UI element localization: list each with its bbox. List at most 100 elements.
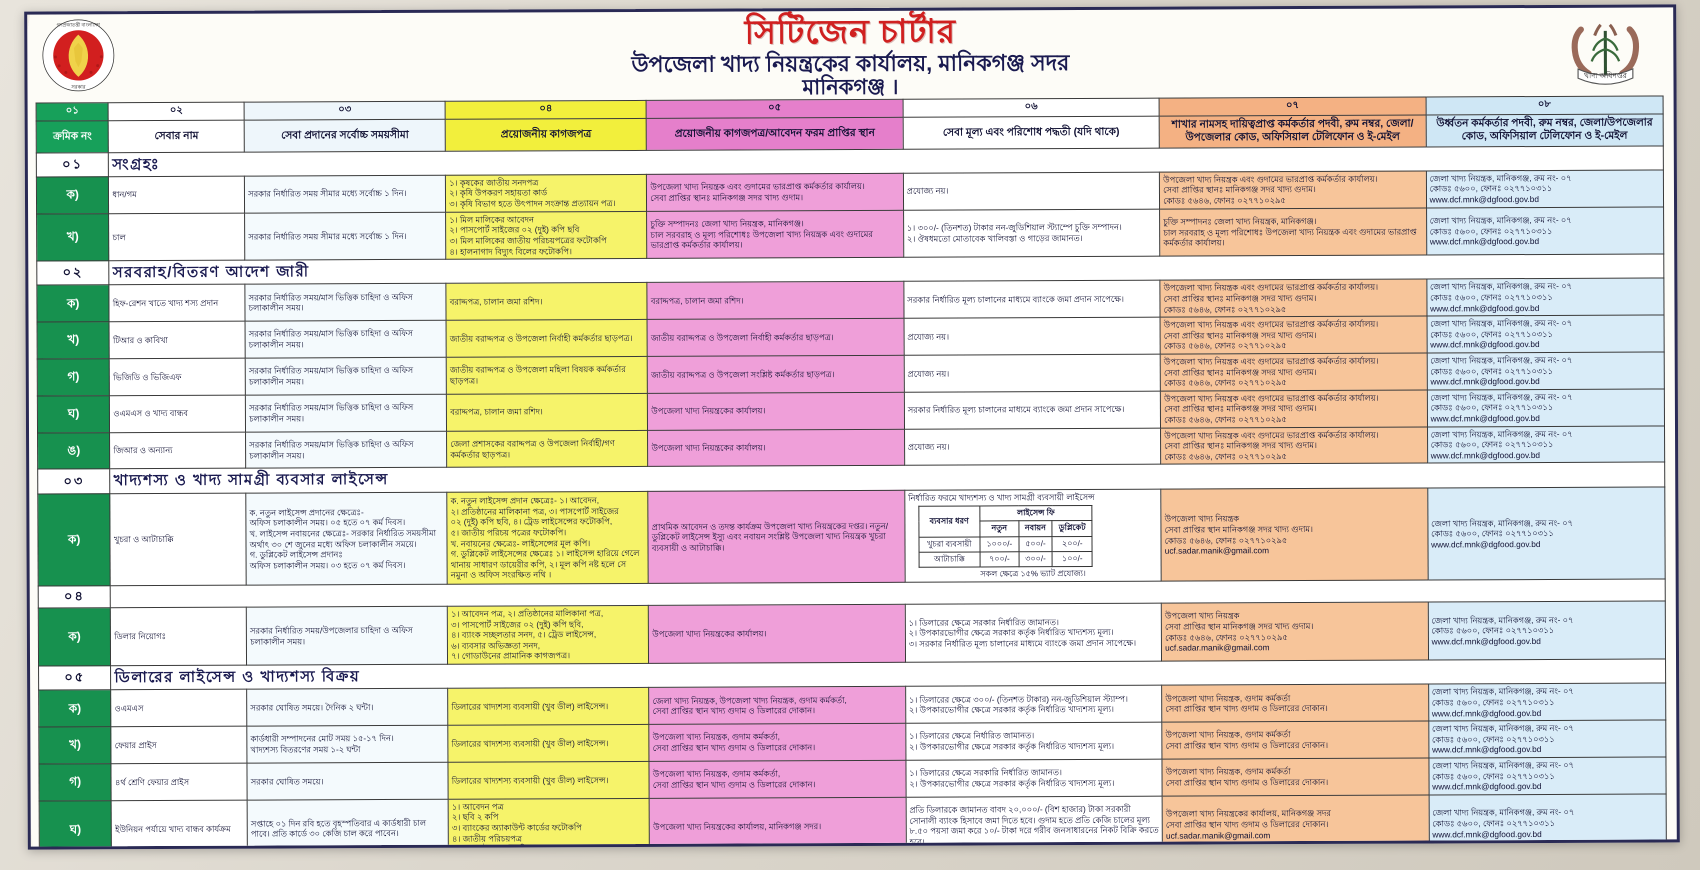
- form-source-cell: প্রাথমিক আবেদন ও তদন্ত কার্যক্রম উপজেলা …: [648, 489, 905, 584]
- fee-table-note: সকল ক্ষেত্রে ১৫% ভ্যাট প্রযোজ্য।: [980, 569, 1086, 579]
- senior-officer-cell: জেলা খাদ্য নিয়ন্ত্রক, মানিকগঞ্জ, রুম নং…: [1426, 315, 1665, 353]
- responsible-officer-cell: উপজেলা খাদ্য নিয়ন্ত্রক এবং গুদামের ভারপ…: [1160, 426, 1428, 465]
- column-header-3: সেবা প্রদানের সর্বোচ্চ সময়সীমা: [244, 119, 446, 152]
- responsible-officer-cell: উপজেলা খাদ্য নিয়ন্ত্রকের কার্যালয়, মান…: [1162, 794, 1430, 850]
- form-source-cell: উপজেলা খাদ্য নিয়ন্ত্রক এবং গুদামের ভারপ…: [646, 173, 904, 212]
- service-name-cell: ডিলার নিয়োগঃ: [110, 607, 247, 666]
- service-name-cell: ওএমএস ও খাদ্য বান্ধব: [109, 394, 246, 433]
- serial-cell: খ): [36, 213, 110, 262]
- form-source-cell: জেলা খাদ্য নিয়ন্ত্রক, উপজেলা খাদ্য নিয়…: [648, 686, 906, 725]
- service-fee-cell: ১। ডিলারের ক্ষেত্রে ৩০০/- (তিনশত টাকার) …: [905, 685, 1162, 724]
- fee-table-value: ১০০/-: [1052, 551, 1093, 567]
- service-time-cell: সরকার নির্ধারিত সময়/উপজেলার চাহিদা ও অফ…: [246, 606, 448, 666]
- table-row: খ) চাল সরকার নির্ধারিত সময় সীমার মধ্যে সর…: [36, 206, 1664, 262]
- senior-officer-cell: জেলা খাদ্য নিয়ন্ত্রক, মানিকগঞ্জ, রুম নং…: [1427, 425, 1665, 464]
- form-source-cell: জাতীয় বরাদ্দপত্র ও উপজেলা নির্বাহী কর্ম…: [647, 318, 904, 357]
- senior-officer-cell: জেলা খাদ্য নিয়ন্ত্রক, মানিকগঞ্জ, রুম নং…: [1426, 388, 1665, 427]
- column-header-6: সেবা মূল্য এবং পরিশোধ পদ্ধতী (যদি থাকে): [902, 115, 1160, 149]
- senior-officer-cell: জেলা খাদ্য নিয়ন্ত্রক, মানিকগঞ্জ, রুম নং…: [1428, 793, 1667, 850]
- senior-officer-cell: জেলা খাদ্য নিয়ন্ত্রক, মানিকগঞ্জ, রুম নং…: [1426, 169, 1664, 208]
- fee-table-value: ১০০০/-: [979, 536, 1019, 552]
- fee-table-value: ৭০০/-: [979, 551, 1019, 568]
- form-source-cell: জাতীয় বরাদ্দপত্র ও উপজেলা সংশ্লিষ্ট কর্…: [647, 355, 905, 394]
- serial-cell: ক): [36, 285, 110, 323]
- svg-text:গণপ্রজাতন্ত্রী বাংলাদেশ: গণপ্রজাতন্ত্রী বাংলাদেশ: [57, 21, 102, 28]
- column-number-7: ০৭: [1159, 96, 1426, 116]
- required-documents-cell: জাতীয় বরাদ্দপত্র ও উপজেলা মহিলা বিষয়ক …: [446, 356, 648, 395]
- senior-officer-cell: জেলা খাদ্য নিয়ন্ত্রক, মানিকগঞ্জ, রুম নং…: [1428, 720, 1666, 758]
- required-documents-cell: ১। মিল মালিকের আবেদন ২। পাসপোর্ট সাইজের ০…: [445, 211, 648, 260]
- serial-cell: ঙ): [37, 432, 111, 470]
- service-time-cell: সরকার নির্ধারিত সময়/মাস ভিত্তিক চাহিদা …: [245, 283, 447, 322]
- service-name-cell: চাল: [108, 212, 245, 261]
- form-source-cell: উপজেলা খাদ্য নিয়ন্ত্রক, গুদাম কর্মকর্তা…: [649, 760, 906, 799]
- required-documents-cell: ১। আবেদন পত্র ২। ছবি ২ কপি ৩। ব্যাংকের অ্য…: [448, 798, 650, 850]
- service-time-cell: সরকার নির্ধারিত সময়/মাস ভিত্তিক চাহিদা …: [245, 394, 447, 432]
- service-fee-cell: প্রতি ডিলারকে জামানত বাবদ ২০,০০০/- (বিশ …: [905, 795, 1163, 850]
- service-time-cell: কার্ডধারী সম্পাদনের মোট সময় ১৫-১৭ দিন। খ…: [246, 725, 449, 764]
- responsible-officer-cell: উপজেলা খাদ্য নিয়ন্ত্রক, গুদাম কর্মকর্তা…: [1161, 721, 1429, 760]
- service-time-cell: সরকার নির্ধারিত সময়/মাস ভিত্তিক চাহিদা …: [245, 357, 447, 395]
- responsible-officer-cell: উপজেলা খাদ্য নিয়ন্ত্রক সেবা প্রাপ্তির স্…: [1161, 602, 1429, 662]
- required-documents-cell: ১। কৃষকের জাতীয় সনদপত্র ২। কৃষি উপকরণ সহ…: [445, 174, 647, 212]
- senior-officer-cell: জেলা খাদ্য নিয়ন্ত্রক, মানিকগঞ্জ, রুম নং…: [1427, 486, 1666, 581]
- service-name-cell: ইউনিয়ন পর্যায়ে খাদ্য বান্ধব কার্যক্রম: [111, 799, 248, 850]
- senior-officer-cell: জেলা খাদ্য নিয়ন্ত্রক, মানিকগঞ্জ, রুম নং…: [1428, 756, 1667, 795]
- serial-cell: ক): [37, 493, 111, 587]
- service-fee-cell: প্রযোজ্য নয়।: [903, 317, 1161, 356]
- column-number-1: ০১: [36, 102, 109, 121]
- service-name-cell: ৪র্থ শ্রেণি ফেয়ার প্রাইস: [111, 763, 248, 801]
- form-source-cell: উপজেলা খাদ্য নিয়ন্ত্রকের কার্যালয়, মান…: [649, 797, 907, 850]
- poster-header: গণপ্রজাতন্ত্রী বাংলাদেশ সরকার খাদ্য অধিদ…: [27, 7, 1673, 102]
- responsible-officer-cell: উপজেলা খাদ্য নিয়ন্ত্রক এবং গুদামের ভারপ…: [1160, 352, 1427, 391]
- form-source-cell: বরাদ্দপত্র, চালান জমা রশিদ।: [647, 281, 904, 320]
- svg-text:খাদ্য অধিদপ্তর: খাদ্য অধিদপ্তর: [1584, 71, 1628, 80]
- service-time-cell: ক. নতুন লাইসেন্স প্রদানের ক্ষেত্রেঃ- অফিস…: [245, 491, 448, 586]
- table-row: ক) খুচরা ও আটাচাক্কি ক. নতুন লাইসেন্স প্রদ…: [37, 486, 1666, 587]
- column-header-8: উর্ধ্বতন কর্মকর্তার পদবী, রুম নম্বর, জেল…: [1425, 113, 1664, 147]
- column-header-7: শাখার নামসহ দায়িত্বপ্রাপ্ত কর্মকর্তার প…: [1159, 114, 1426, 148]
- senior-officer-cell: জেলা খাদ্য নিয়ন্ত্রক, মানিকগঞ্জ, রুম নং…: [1426, 278, 1665, 317]
- required-documents-cell: বরাদ্দপত্র, চালান জমা রশিদ।: [446, 282, 648, 321]
- service-fee-cell: ১। ৩০০/- (তিনশত) টাকার নন-জুডিশিয়াল স্ট…: [903, 208, 1160, 258]
- serial-cell: ক): [38, 607, 111, 667]
- citizen-charter-board: গণপ্রজাতন্ত্রী বাংলাদেশ সরকার খাদ্য অধিদ…: [24, 4, 1680, 850]
- serial-cell: খ): [38, 726, 112, 764]
- fee-table-sub-header-1: নতুন: [979, 521, 1019, 537]
- service-fee-cell: প্রযোজ্য নয়।: [903, 354, 1161, 393]
- service-time-cell: সরকার নির্ধারিত সময়/মাস ভিত্তিক চাহিদা …: [245, 320, 447, 359]
- form-source-cell: উপজেলা খাদ্য নিয়ন্ত্রকের কার্যালয়।: [647, 428, 905, 467]
- fee-table-row: আটাচাক্কি ৭০০/- ৩০০/- ১০০/-: [918, 551, 1093, 568]
- form-source-cell: উপজেলা খাদ্য নিয়ন্ত্রকের কার্যালয়।: [647, 392, 905, 431]
- section-number: ০৫: [38, 665, 112, 691]
- bangladesh-govt-emblem-icon: গণপ্রজাতন্ত্রী বাংলাদেশ সরকার: [41, 18, 115, 92]
- serial-cell: ক): [36, 176, 109, 214]
- required-documents-cell: ক. নতুন লাইসেন্স প্রদান ক্ষেত্রেঃ- ১। আব…: [447, 491, 649, 585]
- responsible-officer-cell: উপজেলা খাদ্য নিয়ন্ত্রক, গুদাম কর্মকর্তা…: [1161, 684, 1429, 723]
- fee-table-value: ২০০/-: [1052, 536, 1093, 552]
- column-number-8: ০৮: [1425, 95, 1664, 115]
- responsible-officer-cell: উপজেলা খাদ্য নিয়ন্ত্রক এবং গুদামের ভারপ…: [1160, 279, 1427, 318]
- senior-officer-cell: জেলা খাদ্য নিয়ন্ত্রক, মানিকগঞ্জ, রুম নং…: [1428, 683, 1666, 722]
- serial-cell: ঘ): [39, 800, 112, 850]
- serial-cell: গ): [38, 763, 112, 801]
- service-fee-cell: সরকার নির্ধারিত মূল্য চালানের মাধ্যমে ব্…: [903, 280, 1161, 319]
- required-documents-cell: ডিলারের খাদ্যশস্য ব্যবসায়ী (খুব ডীল) লা…: [448, 761, 650, 800]
- service-time-cell: সরকার নির্ধারিত সময় সীমার মধ্যে সর্বোচ্…: [244, 211, 447, 261]
- responsible-officer-cell: উপজেলা খাদ্য নিয়ন্ত্রক, গুদাম কর্মকর্তা…: [1162, 757, 1429, 796]
- responsible-officer-cell: উপজেলা খাদ্য নিয়ন্ত্রক এবং গুদামের ভারপ…: [1160, 389, 1428, 428]
- service-time-cell: সরকার ঘোষিত সময়ে।: [247, 762, 449, 800]
- responsible-officer-cell: উপজেলা খাদ্য নিয়ন্ত্রক এবং গুদামের ভারপ…: [1159, 170, 1427, 209]
- fee-table-value: ৫০০/-: [1018, 536, 1053, 552]
- fee-table-row: খুচরা ব্যবসায়ী ১০০০/- ৫০০/- ২০০/-: [918, 536, 1093, 553]
- service-name-cell: হিফ-রেশন খাতে খাদ্য শস্য প্রদান: [109, 284, 246, 322]
- responsible-officer-cell: চুক্তি সম্পাদনঃ জেলা খাদ্য নিয়ন্ত্রক, ম…: [1159, 207, 1427, 257]
- service-name-cell: ধান/গম: [108, 176, 245, 214]
- required-documents-cell: ১। আবেদন পত্র, ২। প্রতিষ্ঠানের মালিকানা …: [447, 605, 649, 665]
- serial-cell: ঘ): [37, 395, 110, 433]
- required-documents-cell: ডিলারের খাদ্যশস্য ব্যবসায়ী (খুব ডীল) লা…: [447, 687, 650, 726]
- fee-table-business-type: আটাচাক্কি: [918, 551, 980, 568]
- fee-table-value: ৩০০/-: [1018, 551, 1053, 567]
- serial-cell: খ): [37, 321, 110, 360]
- required-documents-cell: বরাদ্দপত্র, চালান জমা রশিদ।: [446, 393, 648, 431]
